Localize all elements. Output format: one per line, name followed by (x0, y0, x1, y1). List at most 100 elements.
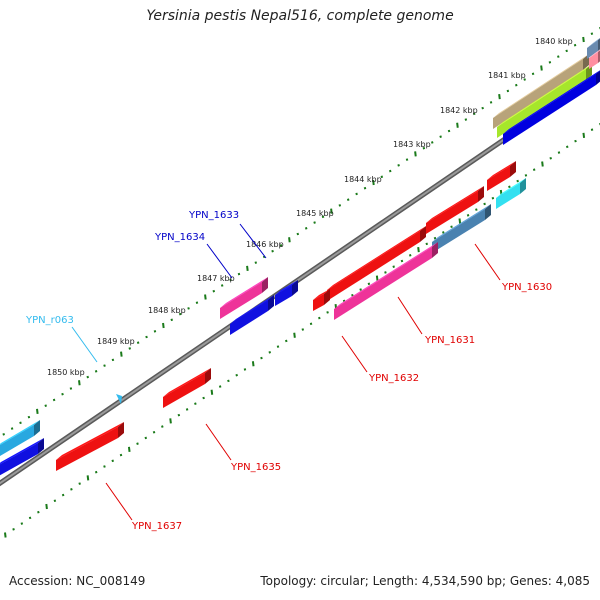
inner-tick (4, 532, 7, 538)
outer-tick (313, 221, 316, 224)
outer-tick (338, 204, 342, 207)
gene-label: YPN_1634 (154, 232, 205, 243)
gene-label-leader (206, 243, 233, 279)
inner-tick (359, 288, 362, 291)
inner-tick (152, 430, 156, 434)
outer-tick (162, 322, 165, 329)
accession-text: Accession: NC_008149 (9, 574, 146, 588)
inner-tick (458, 218, 462, 224)
gene-bar (497, 69, 586, 138)
inner-tick (557, 151, 561, 154)
outer-tick (120, 351, 123, 357)
outer-tick (430, 141, 434, 144)
gene-bar-top (496, 178, 526, 198)
outer-tick (19, 421, 22, 425)
gene-label: YPN_1630 (501, 282, 552, 293)
inner-tick (202, 396, 205, 400)
inner-tick (417, 246, 420, 253)
gene-bar-side (432, 242, 438, 258)
outer-tick (246, 265, 249, 271)
outer-tick (304, 226, 308, 230)
gene-label: YPN_1632 (368, 373, 419, 384)
outer-tick (128, 347, 132, 350)
outer-tick (414, 151, 417, 157)
outer-tick (204, 294, 207, 300)
gene-bar-top (327, 226, 426, 290)
gene-bar (334, 247, 432, 320)
gene-bar-top (0, 420, 40, 446)
gene-bar (432, 209, 485, 253)
inner-tick (227, 379, 230, 383)
gene-bar (426, 191, 478, 234)
outer-tick (220, 284, 224, 287)
gene-label-leader (205, 423, 232, 461)
outer-tick (355, 192, 358, 196)
inner-tick (218, 385, 222, 388)
map-title: Yersinia pestis Nepal516, complete genom… (146, 8, 454, 24)
kbp-label: 1848 kbp (148, 306, 186, 315)
gene-bar-top (163, 368, 211, 397)
gene-bar-side (118, 422, 124, 438)
kbp-label: 1847 kbp (197, 274, 235, 283)
outer-tick (170, 318, 174, 322)
inner-tick (532, 168, 536, 171)
gene-bar-side (324, 289, 330, 305)
inner-tick (508, 185, 511, 189)
gene-bar-top (56, 422, 124, 460)
outer-tick (346, 198, 350, 201)
gene-bar (163, 373, 205, 408)
outer-tick (279, 244, 283, 247)
gene-bar (503, 74, 596, 145)
outer-tick (590, 32, 594, 36)
outer-tick (498, 94, 501, 100)
outer-tick (36, 408, 39, 415)
inner-tick (210, 389, 214, 395)
inner-tick (276, 345, 280, 348)
outer-tick (254, 261, 258, 264)
outer-tick (178, 312, 182, 316)
outer-tick (44, 404, 47, 407)
outer-tick (61, 392, 64, 396)
outer-tick (296, 232, 300, 236)
kbp-label: 1843 kbp (393, 140, 431, 149)
outer-tick (153, 329, 157, 333)
outer-tick (262, 255, 266, 259)
inner-tick (293, 332, 296, 338)
inner-tick (94, 470, 98, 474)
gene-bar (496, 183, 520, 209)
inner-tick (375, 275, 379, 281)
gene-label: YPN_1637 (131, 521, 182, 532)
outer-tick (456, 122, 459, 128)
outer-tick (464, 118, 468, 121)
kbp-label: 1849 kbp (97, 337, 135, 346)
inner-tick (260, 356, 263, 360)
outer-tick (237, 272, 241, 276)
inner-tick (111, 459, 114, 463)
gene-label-leader (397, 296, 423, 335)
inner-tick (169, 418, 172, 424)
inner-tick (367, 282, 371, 286)
gene-bar-top (0, 438, 44, 465)
kbp-label: 1850 kbp (47, 368, 85, 377)
gene-label: YPN_1635 (230, 462, 281, 473)
outer-tick (78, 380, 81, 386)
gene-bar-side (510, 161, 516, 177)
gene-bar-top (503, 70, 600, 134)
outer-tick (288, 237, 291, 243)
inner-tick (524, 174, 528, 177)
gene-bar-side (268, 295, 274, 311)
kbp-label: 1845 kbp (296, 209, 334, 218)
outer-tick (136, 341, 140, 345)
gene-label-leader (239, 223, 267, 259)
inner-tick (326, 311, 329, 314)
inner-tick (408, 254, 412, 257)
outer-tick (111, 358, 115, 362)
inner-tick (268, 351, 272, 354)
kbp-label: 1840 kbp (535, 37, 573, 46)
inner-tick (194, 402, 197, 405)
outer-tick (473, 112, 476, 116)
outer-tick (388, 169, 392, 173)
gene-bar-top (432, 204, 491, 242)
